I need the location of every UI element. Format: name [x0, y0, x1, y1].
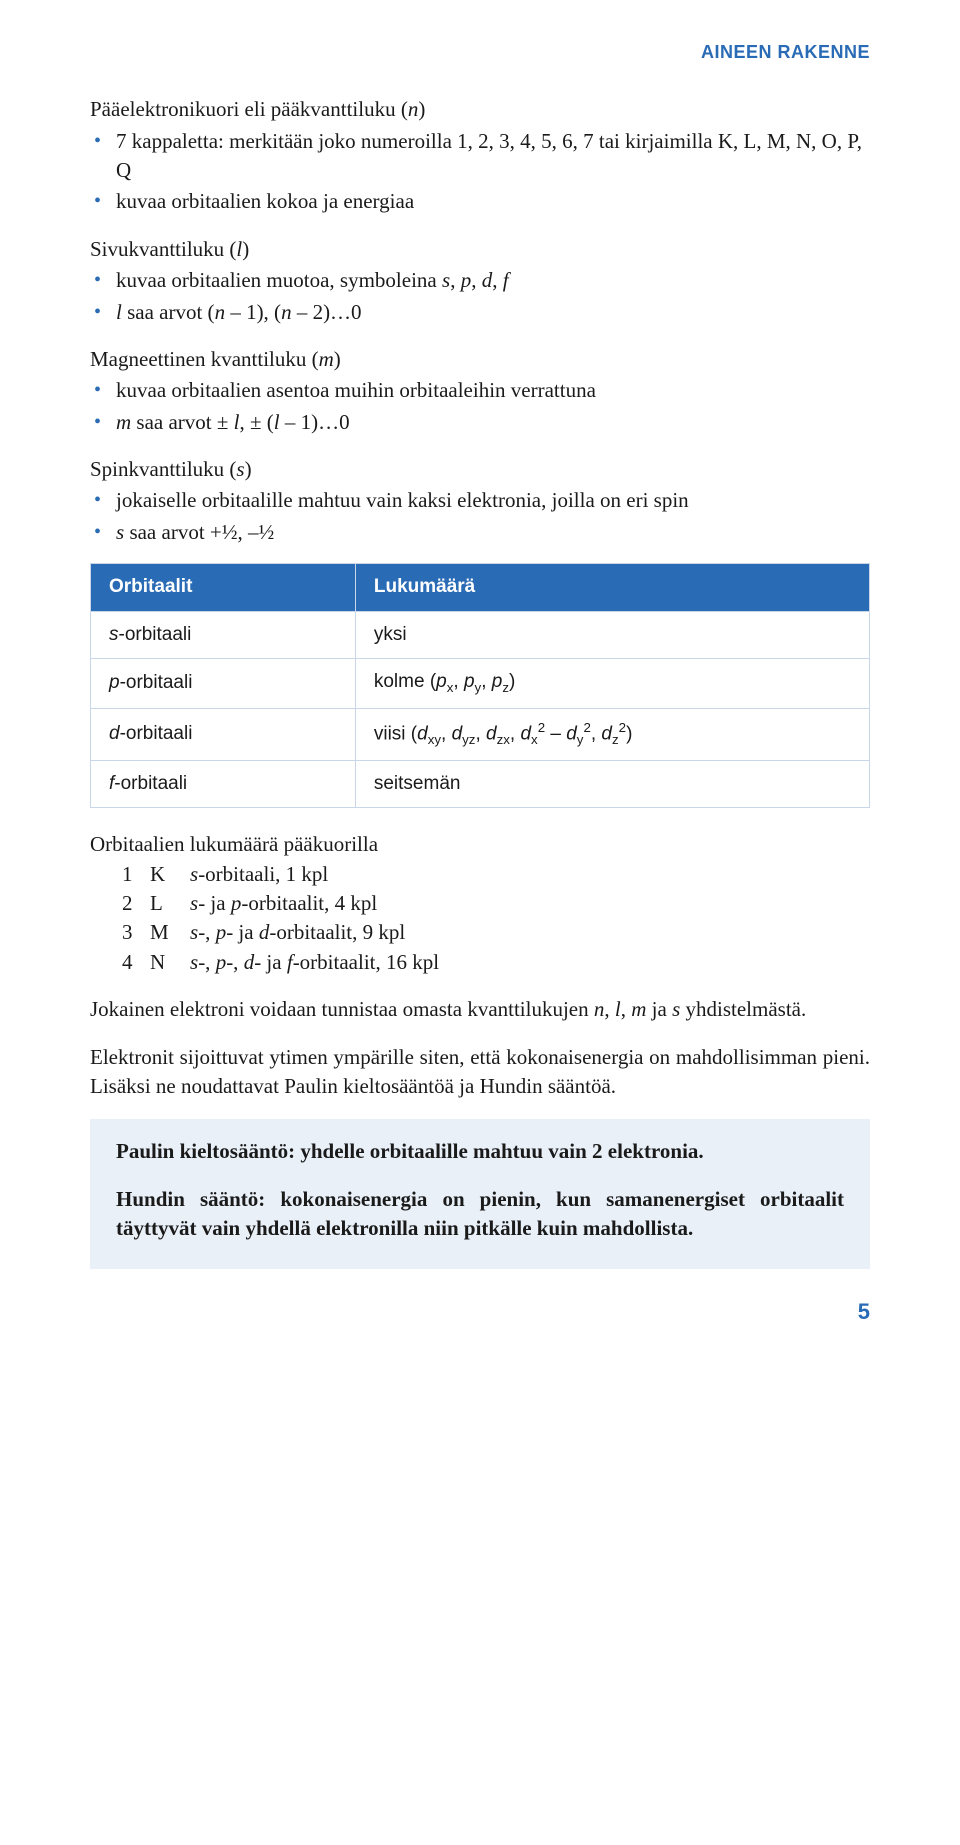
- hund-rule: Hundin sääntö: kokonaisenergia on pienin…: [116, 1185, 844, 1244]
- spin-title: Spinkvanttiluku (s): [90, 455, 870, 484]
- shell-desc: s-, p- ja d-orbitaalit, 9 kpl: [190, 918, 405, 947]
- shell-row: 4Ns-, p-, d- ja f-orbitaalit, 16 kpl: [122, 948, 870, 977]
- list-item: kuvaa orbitaalien muotoa, symboleina s, …: [112, 266, 870, 295]
- orbital-count: yksi: [355, 611, 869, 659]
- principal-title: Pääelektronikuori eli pääkvanttiluku (n): [90, 95, 870, 124]
- list-item: s saa arvot +½, –½: [112, 518, 870, 547]
- shell-letter: K: [150, 860, 190, 889]
- spin-list: jokaiselle orbitaalille mahtuu vain kaks…: [90, 486, 870, 547]
- paragraph-identify: Jokainen elektroni voidaan tunnistaa oma…: [90, 995, 870, 1024]
- shell-list-title: Orbitaalien lukumäärä pääkuorilla: [90, 830, 870, 859]
- table-header: Orbitaalit: [91, 564, 356, 612]
- table-header: Lukumäärä: [355, 564, 869, 612]
- list-item: kuvaa orbitaalien kokoa ja energiaa: [112, 187, 870, 216]
- orbital-count: seitsemän: [355, 760, 869, 808]
- orbital-name: d-orbitaali: [91, 708, 356, 760]
- list-item: kuvaa orbitaalien asentoa muihin orbitaa…: [112, 376, 870, 405]
- magnetic-list: kuvaa orbitaalien asentoa muihin orbitaa…: [90, 376, 870, 437]
- shell-row: 2Ls- ja p-orbitaalit, 4 kpl: [122, 889, 870, 918]
- table-row: s-orbitaaliyksi: [91, 611, 870, 659]
- shell-desc: s-, p-, d- ja f-orbitaalit, 16 kpl: [190, 948, 439, 977]
- shell-desc: s- ja p-orbitaalit, 4 kpl: [190, 889, 377, 918]
- orbital-name: s-orbitaali: [91, 611, 356, 659]
- azimuthal-title: Sivukvanttiluku (l): [90, 235, 870, 264]
- shell-row: 3Ms-, p- ja d-orbitaalit, 9 kpl: [122, 918, 870, 947]
- shell-number: 1: [122, 860, 150, 889]
- shell-number: 3: [122, 918, 150, 947]
- page-number: 5: [90, 1297, 870, 1328]
- table-row: d-orbitaaliviisi (dxy, dyz, dzx, dx2 – d…: [91, 708, 870, 760]
- shell-letter: N: [150, 948, 190, 977]
- shell-number: 4: [122, 948, 150, 977]
- pauli-rule: Paulin kieltosääntö: yhdelle orbitaalill…: [116, 1137, 844, 1166]
- section-header: AINEEN RAKENNE: [90, 40, 870, 65]
- orbital-table: Orbitaalit Lukumäärä s-orbitaaliyksip-or…: [90, 563, 870, 808]
- rule-box: Paulin kieltosääntö: yhdelle orbitaalill…: [90, 1119, 870, 1269]
- shell-desc: s-orbitaali, 1 kpl: [190, 860, 328, 889]
- shell-letter: M: [150, 918, 190, 947]
- shell-row: 1Ks-orbitaali, 1 kpl: [122, 860, 870, 889]
- list-item: 7 kappaletta: merkitään joko numeroilla …: [112, 127, 870, 186]
- orbital-name: p-orbitaali: [91, 659, 356, 708]
- shell-number: 2: [122, 889, 150, 918]
- orbital-count: viisi (dxy, dyz, dzx, dx2 – dy2, dz2): [355, 708, 869, 760]
- shell-list: 1Ks-orbitaali, 1 kpl2Ls- ja p-orbitaalit…: [90, 860, 870, 978]
- magnetic-title: Magneettinen kvanttiluku (m): [90, 345, 870, 374]
- shell-letter: L: [150, 889, 190, 918]
- paragraph-energy: Elektronit sijoittuvat ytimen ympärille …: [90, 1043, 870, 1102]
- list-item: jokaiselle orbitaalille mahtuu vain kaks…: [112, 486, 870, 515]
- table-row: f-orbitaaliseitsemän: [91, 760, 870, 808]
- azimuthal-list: kuvaa orbitaalien muotoa, symboleina s, …: [90, 266, 870, 327]
- orbital-name: f-orbitaali: [91, 760, 356, 808]
- table-row: p-orbitaalikolme (px, py, pz): [91, 659, 870, 708]
- orbital-count: kolme (px, py, pz): [355, 659, 869, 708]
- list-item: l saa arvot (n – 1), (n – 2)…0: [112, 298, 870, 327]
- principal-list: 7 kappaletta: merkitään joko numeroilla …: [90, 127, 870, 217]
- list-item: m saa arvot ± l, ± (l – 1)…0: [112, 408, 870, 437]
